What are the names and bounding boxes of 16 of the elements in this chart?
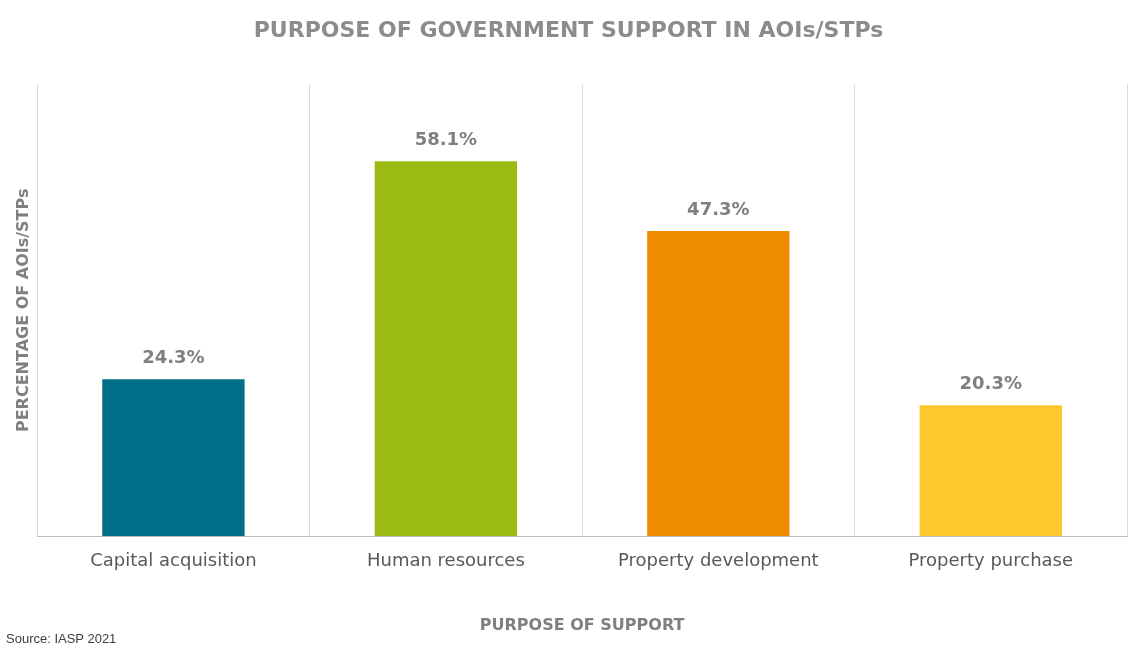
- data-label: 58.1%: [414, 127, 478, 149]
- bar: [374, 161, 518, 537]
- data-label: 47.3%: [687, 197, 750, 219]
- bar: [647, 230, 790, 537]
- data-label: 24.3%: [142, 346, 205, 368]
- y-axis-title: PERCENTAGE OF AOIs/STPs: [12, 188, 32, 433]
- bar: [102, 379, 245, 537]
- bar: [919, 405, 1062, 537]
- source-note: Source: IASP 2021: [6, 631, 117, 647]
- x-tick-label: Property purchase: [908, 548, 1074, 570]
- x-tick-label: Capital acquisition: [90, 548, 257, 570]
- x-axis-title: PURPOSE OF SUPPORT: [479, 614, 685, 634]
- x-tick-label: Human resources: [366, 548, 525, 570]
- data-label: 20.3%: [959, 371, 1022, 393]
- chart-title: PURPOSE OF GOVERNMENT SUPPORT IN AOIs/STPs: [253, 16, 884, 42]
- x-tick-label: Property development: [618, 548, 819, 570]
